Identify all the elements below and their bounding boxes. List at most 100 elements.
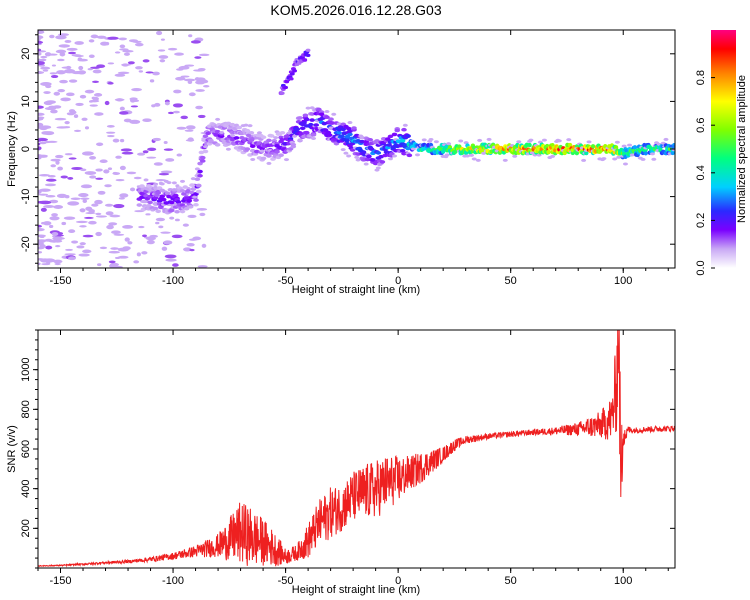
spectrogram-noise-blob: [59, 79, 68, 84]
spectrogram-halo-blob: [336, 122, 342, 126]
spectrogram-noise-blob: [49, 34, 55, 39]
spectrogram-noise-blob: [106, 131, 116, 134]
spectrogram-halo-blob: [601, 157, 607, 161]
spectrogram-halo-blob: [516, 140, 522, 144]
spectrogram-noise-blob: [146, 156, 157, 159]
spectrogram-noise-blob: [67, 201, 80, 206]
spectrogram-noise-blob: [54, 262, 61, 266]
spectrogram-ridge-blob: [339, 134, 345, 139]
spectrogram-ridge-blob: [364, 157, 371, 162]
spectrogram-halo-blob: [159, 182, 165, 186]
spectrogram-halo-blob: [347, 121, 353, 125]
spectrogram-noise-blob: [109, 214, 121, 218]
spectrogram-ridge-blob: [202, 134, 209, 138]
spectrogram-noise-blob: [95, 142, 104, 147]
spectrogram-noise-blob: [113, 233, 125, 236]
spectrogram-noise-blob: [38, 234, 47, 238]
spectrogram-ridge-blob: [139, 184, 145, 188]
spectrogram-halo-blob: [614, 140, 620, 144]
spectrogram-noise-blob: [186, 243, 195, 247]
spectrogram-ridge-blob: [168, 208, 175, 213]
spectrogram-ridge-blob: [584, 150, 589, 156]
spectrogram-halo-blob: [477, 138, 483, 142]
spectrogram-noise-blob: [38, 251, 43, 254]
spectrogram-ridge-blob: [370, 158, 376, 162]
spectrogram-marks: [38, 30, 675, 268]
spectrogram-noise-blob: [84, 89, 95, 94]
spectrogram-noise-blob: [173, 89, 182, 94]
spectrogram-noise-blob: [66, 47, 78, 51]
spectrogram-noise-blob: [87, 68, 93, 71]
spectrogram-ridge-blob: [394, 128, 401, 133]
spectrogram-halo-blob: [169, 216, 175, 220]
spectrogram-noise-blob: [70, 197, 81, 201]
spectrogram-noise-blob: [197, 265, 208, 268]
spectrogram-noise-blob: [97, 263, 102, 267]
spectrogram-ridge-blob: [453, 149, 458, 154]
spectrogram-ridge-blob: [329, 121, 336, 125]
spectrogram-noise-blob: [64, 121, 70, 125]
spectrogram-noise-blob: [73, 114, 79, 119]
spectrogram-halo-blob: [663, 137, 669, 141]
spectrogram-halo-blob: [512, 154, 518, 158]
spectrogram-noise-blob: [76, 245, 85, 249]
spectrogram-noise-blob: [159, 59, 166, 63]
spectrogram-noise-blob: [142, 118, 152, 123]
spectrogram-ridge-blob: [567, 142, 573, 148]
spectrogram-halo-blob: [463, 141, 469, 145]
spectrogram-noise-blob: [195, 89, 205, 92]
spectrogram-x-tick-label: -50: [278, 275, 294, 287]
spectrogram-ridge-blob: [387, 134, 394, 139]
spectrogram-noise-blob: [104, 41, 110, 46]
spectrogram-noise-blob: [38, 142, 41, 146]
spectrogram-noise-blob: [38, 117, 44, 121]
spectrogram-halo-blob: [190, 177, 196, 181]
spectrogram-noise-blob: [64, 39, 72, 43]
spectrogram-noise-blob: [79, 242, 86, 246]
spectrogram-halo-blob: [475, 158, 481, 162]
spectrogram-halo-blob: [627, 143, 633, 147]
spectrogram-ridge-blob: [159, 194, 166, 199]
spectrogram-noise-blob: [92, 96, 99, 101]
spectrogram-noise-blob: [88, 54, 95, 59]
spectrogram-noise-blob: [129, 119, 141, 124]
spectrogram-noise-blob: [175, 76, 186, 81]
spectrogram-noise-blob: [194, 77, 200, 81]
snr-y-label: SNR (v/v): [6, 425, 18, 473]
spectrogram-noise-blob: [112, 172, 121, 175]
spectrogram-halo-blob: [612, 157, 618, 161]
spectrogram-upper-branch-blob: [292, 69, 298, 73]
spectrogram-ridge-blob: [386, 143, 392, 147]
spectrogram-noise-blob: [64, 153, 73, 156]
spectrogram-noise-blob: [51, 213, 58, 217]
spectrogram-ridge-blob: [268, 134, 275, 138]
spectrogram-noise-blob: [57, 166, 63, 171]
spectrogram-halo-blob: [273, 136, 279, 140]
spectrogram-noise-blob: [119, 193, 129, 198]
spectrogram-ridge-blob: [193, 202, 199, 207]
spectrogram-noise-blob: [196, 207, 208, 211]
spectrogram-upper-branch-blob: [305, 53, 311, 57]
spectrogram-ridge-blob: [195, 189, 202, 194]
spectrogram-noise-blob: [99, 159, 108, 164]
spectrogram-halo-blob: [229, 133, 235, 137]
spectrogram-ridge-blob: [152, 206, 159, 211]
spectrogram-ridge-blob: [274, 150, 280, 154]
spectrogram-noise-blob: [65, 248, 74, 251]
spectrogram-ridge-blob: [379, 160, 386, 164]
spectrogram-ridge-blob: [164, 191, 171, 196]
spectrogram-noise-blob: [155, 217, 166, 222]
spectrogram-ridge-blob: [359, 139, 365, 144]
spectrogram-noise-blob: [38, 30, 45, 35]
spectrogram-ridge-blob: [187, 205, 194, 209]
spectrogram-noise-blob: [40, 55, 48, 59]
spectrogram-noise-blob: [38, 154, 42, 157]
spectrogram-noise-blob: [94, 112, 104, 116]
spectrogram-noise-blob: [164, 101, 170, 106]
spectrogram-halo-blob: [640, 157, 646, 161]
spectrogram-ridge-blob: [136, 203, 143, 207]
spectrogram-noise-blob: [185, 125, 196, 130]
snr-x-tick-label: -50: [278, 575, 294, 587]
spectrogram-halo-blob: [355, 158, 361, 162]
spectrogram-noise-blob: [155, 179, 167, 182]
